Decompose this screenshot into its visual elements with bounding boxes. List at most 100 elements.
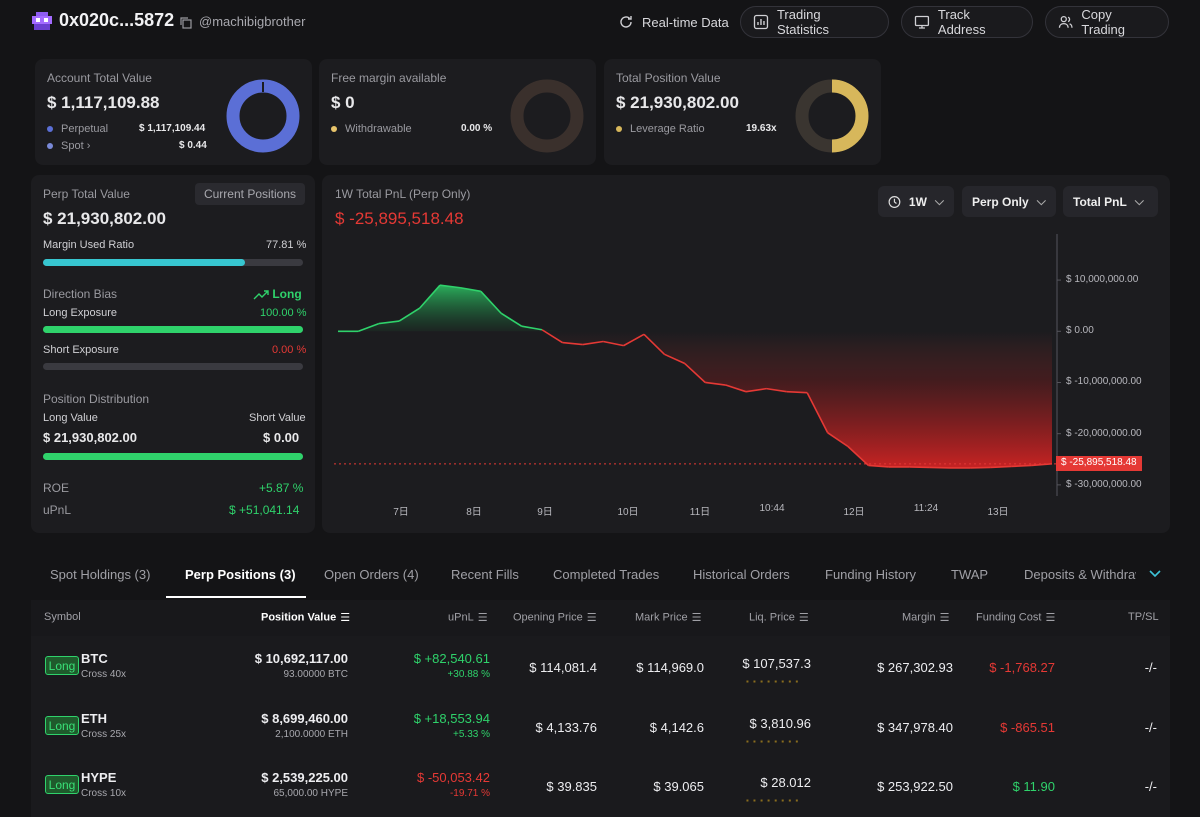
x-tick-label: 13日 bbox=[987, 507, 1009, 518]
tab-8[interactable]: Deposits & Withdraw bbox=[1024, 567, 1136, 582]
pnl-line-segment bbox=[582, 340, 604, 346]
total-position-value: $ 21,930,802.00 bbox=[616, 93, 739, 112]
pnl-line-segment bbox=[847, 445, 869, 467]
refresh-icon bbox=[620, 16, 632, 28]
pnl-line-segment bbox=[643, 333, 665, 355]
wallet-address: 0x020c...5872 bbox=[59, 10, 175, 30]
margin-donut-chart bbox=[510, 79, 584, 153]
spot-row[interactable]: Spot › bbox=[47, 140, 90, 152]
copy-address-icon[interactable] bbox=[180, 16, 192, 34]
perpetual-dot-icon bbox=[47, 126, 53, 133]
perp-total-label: Perp Total Value bbox=[43, 187, 130, 201]
liq-risk-indicator: ▪ ▪ ▪ ▪ ▪ ▪ ▪ ▪ bbox=[746, 737, 800, 746]
avatar[interactable] bbox=[32, 12, 52, 32]
tab-6[interactable]: Funding History bbox=[825, 567, 917, 582]
period-select[interactable]: 1W ⌵ bbox=[878, 186, 954, 217]
free-margin-card: Free margin available $ 0 Withdrawable 0… bbox=[319, 59, 596, 165]
y-tick-label: $ -10,000,000.00 bbox=[1066, 376, 1142, 388]
tab-1[interactable]: Perp Positions (3) bbox=[185, 567, 296, 582]
th-opening-price[interactable]: Opening Price ☰ bbox=[513, 611, 597, 624]
pnl-line-segment bbox=[684, 362, 706, 384]
spot-value: $ 0.44 bbox=[179, 140, 207, 151]
sort-icon: ☰ bbox=[1045, 612, 1056, 624]
th-position-value[interactable]: Position Value ☰ bbox=[261, 611, 350, 624]
row-symbol[interactable]: ETH bbox=[81, 711, 107, 726]
copy-trading-button[interactable]: Copy Trading bbox=[1045, 6, 1169, 38]
chart-title: 1W Total PnL (Perp Only) bbox=[335, 187, 471, 201]
realtime-data-button[interactable]: Real-time Data bbox=[606, 6, 741, 38]
pnl-line-segment bbox=[1031, 463, 1053, 467]
pnl-line-segment bbox=[664, 353, 686, 365]
sort-icon: ☰ bbox=[939, 612, 950, 624]
direction-bias-value: Long bbox=[253, 287, 302, 301]
metric-select[interactable]: Total PnL ⌵ bbox=[1063, 186, 1158, 217]
row-position-size: 93.00000 BTC bbox=[283, 669, 349, 680]
row-upnl-pct: +30.88 % bbox=[447, 669, 490, 680]
tab-2[interactable]: Open Orders (4) bbox=[324, 567, 419, 582]
spot-dot-icon bbox=[47, 143, 53, 150]
pnl-line-segment bbox=[439, 284, 461, 289]
clock-icon bbox=[888, 195, 901, 208]
upnl-value: $ +51,041.14 bbox=[229, 503, 300, 517]
row-symbol[interactable]: HYPE bbox=[81, 770, 117, 785]
row-margin: $ 253,922.50 bbox=[877, 779, 953, 794]
pnl-line-segment bbox=[990, 465, 1012, 469]
chevron-down-icon: ⌵ bbox=[1036, 194, 1046, 208]
total-position-card: Total Position Value $ 21,930,802.00 Lev… bbox=[604, 59, 881, 165]
pnl-line-segment bbox=[623, 333, 645, 347]
sort-icon: ☰ bbox=[340, 612, 351, 624]
pnl-line-segment bbox=[521, 325, 543, 331]
pnl-line-segment bbox=[909, 466, 930, 469]
trading-statistics-button[interactable]: Trading Statistics bbox=[740, 6, 889, 38]
row-symbol[interactable]: BTC bbox=[81, 651, 108, 666]
row-tpsl[interactable]: -/- bbox=[1144, 660, 1157, 675]
margin-used-fill bbox=[43, 259, 246, 266]
th-symbol: Symbol bbox=[44, 611, 81, 623]
current-positions-button[interactable]: Current Positions bbox=[195, 183, 305, 205]
active-tab-underline bbox=[166, 596, 306, 598]
pnl-line-segment bbox=[766, 387, 787, 393]
pnl-line-segment bbox=[603, 340, 624, 347]
scope-select[interactable]: Perp Only ⌵ bbox=[962, 186, 1056, 217]
th-mark-price[interactable]: Mark Price ☰ bbox=[635, 611, 701, 624]
th-mark-label: Mark Price bbox=[635, 611, 688, 624]
y-tick-label: $ 0.00 bbox=[1066, 325, 1094, 337]
row-position-size: 65,000.00 HYPE bbox=[273, 788, 349, 799]
tab-7[interactable]: TWAP bbox=[951, 567, 989, 582]
row-liq-price: $ 107,537.3 bbox=[742, 656, 811, 671]
tab-4[interactable]: Completed Trades bbox=[553, 567, 660, 582]
pnl-line-segment bbox=[1011, 464, 1032, 468]
y-tick-label: $ -20,000,000.00 bbox=[1066, 427, 1142, 439]
tab-0[interactable]: Spot Holdings (3) bbox=[50, 567, 151, 582]
tabs-more-chevron-icon[interactable] bbox=[1148, 566, 1162, 582]
tab-5[interactable]: Historical Orders bbox=[693, 567, 790, 582]
short-exposure-bar bbox=[43, 363, 303, 370]
username: @machibigbrother bbox=[199, 14, 306, 29]
row-margin: $ 347,978.40 bbox=[877, 720, 953, 735]
row-tpsl[interactable]: -/- bbox=[1144, 720, 1157, 735]
last-value-badge: $ -25,895,518.48 bbox=[1056, 455, 1142, 471]
pnl-line-segment bbox=[378, 320, 400, 325]
th-upnl[interactable]: uPnL ☰ bbox=[448, 611, 488, 624]
track-address-button[interactable]: Track Address bbox=[901, 6, 1033, 38]
short-value-label: Short Value bbox=[249, 412, 306, 424]
row-liq-price: $ 28.012 bbox=[760, 775, 811, 790]
tab-3[interactable]: Recent Fills bbox=[451, 567, 519, 582]
th-funding-cost[interactable]: Funding Cost ☰ bbox=[976, 611, 1055, 624]
th-liq-price[interactable]: Liq. Price ☰ bbox=[749, 611, 809, 624]
row-tpsl[interactable]: -/- bbox=[1144, 779, 1157, 794]
current-positions-label: Current Positions bbox=[203, 187, 297, 201]
row-funding-cost: $ -865.51 bbox=[1000, 720, 1055, 735]
leverage-label: Leverage Ratio bbox=[630, 123, 705, 135]
users-icon bbox=[1058, 15, 1073, 28]
th-position-value-label: Position Value bbox=[261, 611, 337, 624]
statistics-icon bbox=[753, 14, 769, 30]
sort-icon: ☰ bbox=[798, 612, 809, 624]
row-opening-price: $ 114,081.4 bbox=[529, 660, 597, 675]
x-tick-label: 9日 bbox=[537, 507, 553, 518]
th-funding-label: Funding Cost bbox=[976, 611, 1042, 624]
th-margin[interactable]: Margin ☰ bbox=[902, 611, 950, 624]
margin-used-bar bbox=[43, 259, 303, 266]
leverage-row: Leverage Ratio bbox=[616, 123, 705, 135]
row-position-size: 2,100.0000 ETH bbox=[275, 729, 348, 740]
